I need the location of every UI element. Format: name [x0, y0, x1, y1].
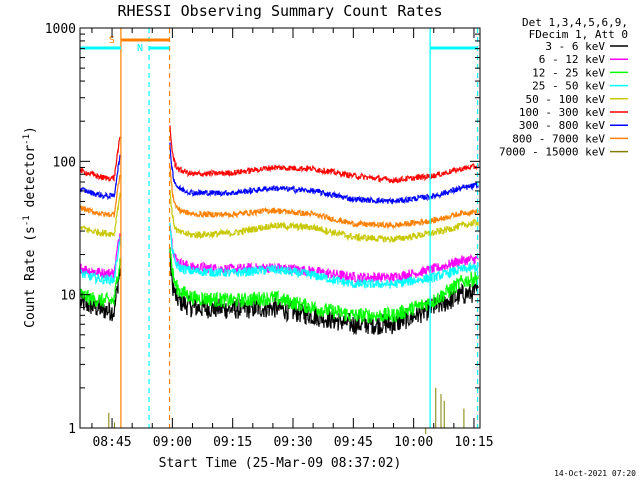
legend-entry-label: 800 - 7000 keV: [512, 132, 605, 145]
x-tick-label: 10:15: [454, 435, 493, 450]
x-tick-label: 09:00: [153, 435, 192, 450]
legend-header: Det 1,3,4,5,6,9,: [522, 16, 628, 29]
y-tick-label: 1000: [45, 22, 76, 37]
series-line-5: [80, 125, 479, 184]
series-line-0: [80, 247, 479, 336]
x-axis-label: Start Time (25-Mar-09 08:37:02): [159, 456, 402, 471]
series-line-4: [80, 189, 479, 244]
x-tick-label: 10:00: [394, 435, 433, 450]
y-tick-label: 100: [53, 155, 76, 170]
plot-area: SN: [80, 28, 479, 435]
legend-header: FDecim 1, Att 0: [529, 28, 628, 41]
legend-entry-label: 100 - 300 keV: [519, 106, 605, 119]
obs-bar-label-1: N: [137, 43, 143, 54]
footer-stamp: 14-Oct-2021 07:20: [554, 469, 636, 478]
legend-entry-label: 3 - 6 keV: [545, 40, 605, 53]
series-line-6: [80, 142, 479, 205]
legend-entry-label: 6 - 12 keV: [539, 53, 606, 66]
x-tick-label: 09:30: [273, 435, 312, 450]
x-tick-label: 09:45: [334, 435, 373, 450]
legend-entry-label: 7000 - 15000 keV: [499, 146, 605, 159]
y-tick-label: 1: [68, 422, 76, 437]
legend-entry-label: 300 - 800 keV: [519, 119, 605, 132]
legend-entry-label: 50 - 100 keV: [526, 93, 606, 106]
axes: 08:45 09:00 09:15 09:30 09:45 10:00 10:15 1 10 10…: [45, 22, 494, 450]
series-line-2: [80, 248, 479, 324]
series-line-3: [80, 222, 479, 289]
x-tick-label: 09:15: [213, 435, 252, 450]
y-tick-label: 10: [60, 289, 76, 304]
x-tick-label: 08:45: [92, 435, 131, 450]
obs-bar-label-0: S: [109, 35, 115, 46]
chart-title: RHESSI Observing Summary Count Rates: [117, 2, 442, 20]
y-axis-label: Count Rate (s-1 detector-1): [22, 126, 38, 328]
legend: Det 1,3,4,5,6,9,FDecim 1, Att 03 - 6 keV…: [499, 16, 628, 159]
plot-frame: [79, 27, 481, 429]
legend-entry-label: 12 - 25 keV: [532, 66, 605, 79]
legend-entry-label: 25 - 50 keV: [532, 80, 605, 93]
series-line-7: [80, 166, 479, 230]
